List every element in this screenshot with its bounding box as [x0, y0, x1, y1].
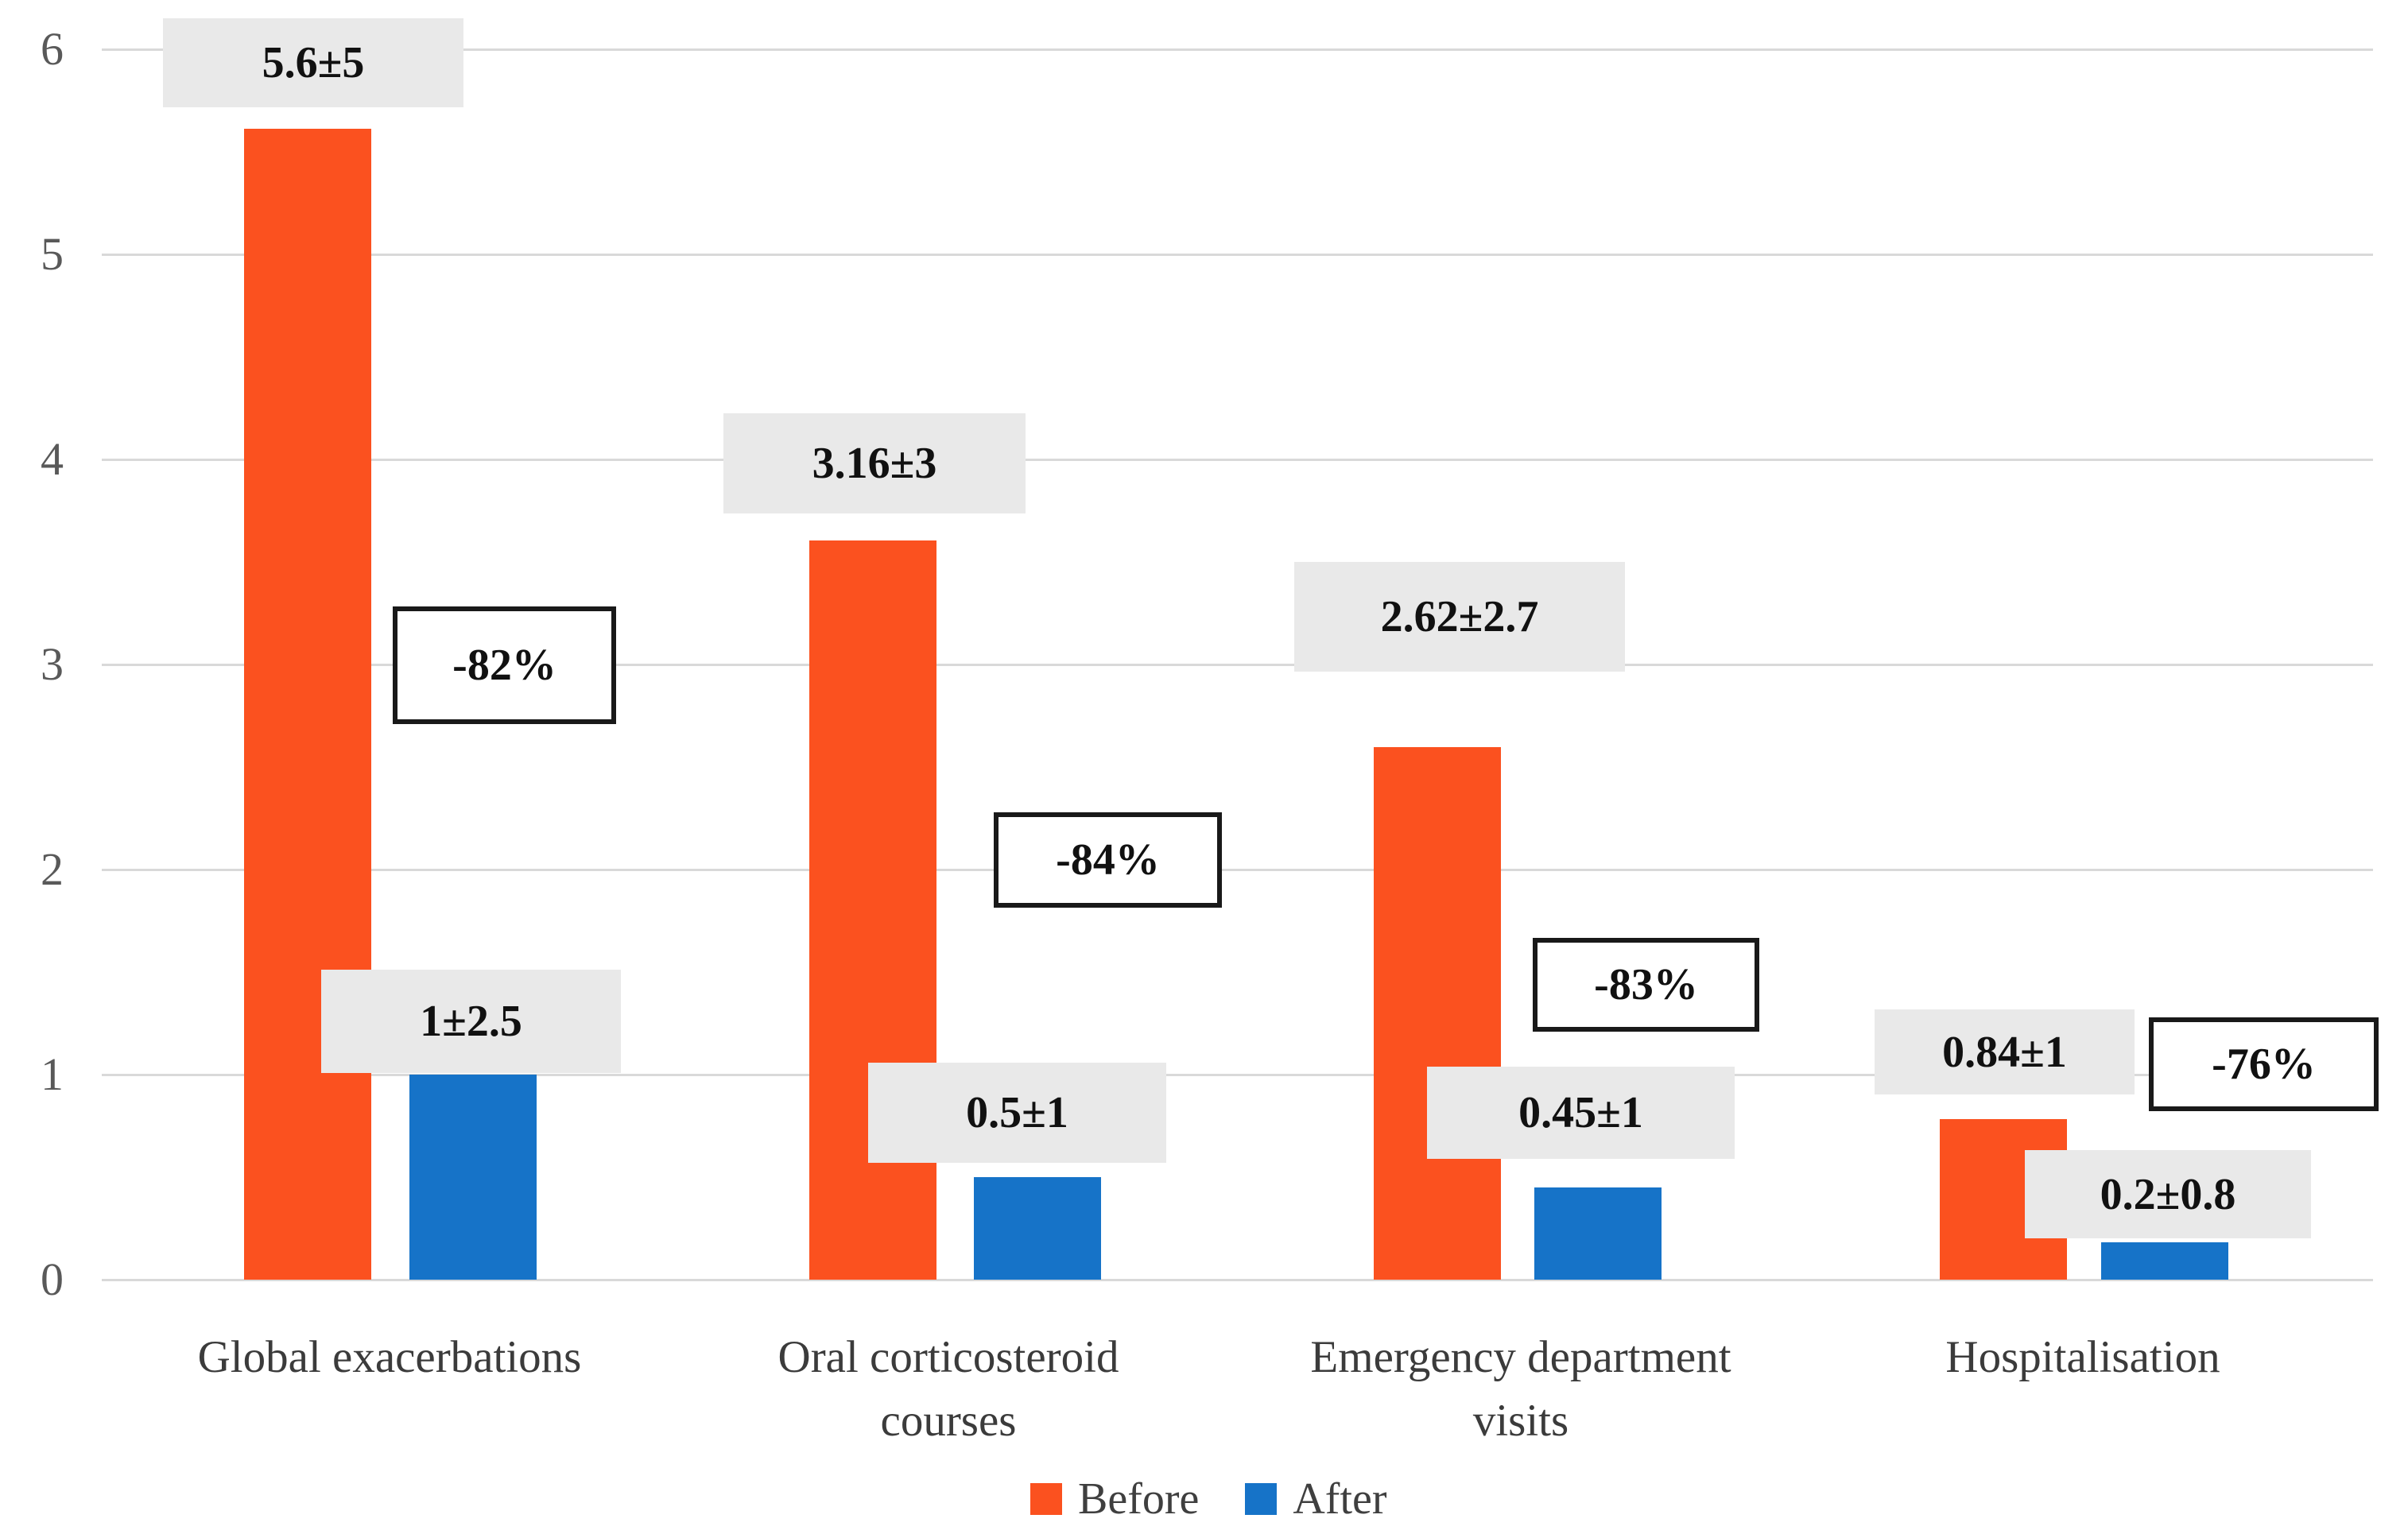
- value-label-after-2: 0.45±1: [1427, 1067, 1735, 1159]
- legend-label-after: After: [1293, 1474, 1387, 1524]
- legend-swatch-after-icon: [1245, 1483, 1278, 1515]
- y-tick-label-3: 3: [41, 638, 64, 690]
- percent-change-label-2: -83%: [1533, 938, 1759, 1032]
- y-tick-label-6: 6: [41, 23, 64, 75]
- value-label-before-1: 3.16±3: [723, 413, 1026, 513]
- gridline-0: [102, 1279, 2373, 1281]
- y-tick-label-5: 5: [41, 228, 64, 280]
- bar-after-emergency-department-visits: [1534, 1187, 1662, 1280]
- y-tick-label-0: 0: [41, 1253, 64, 1305]
- gridline-6: [102, 48, 2373, 51]
- value-label-before-3: 0.84±1: [1875, 1009, 2135, 1094]
- value-label-before-0: 5.6±5: [163, 18, 463, 107]
- y-tick-label-2: 2: [41, 843, 64, 895]
- value-label-after-0: 1±2.5: [321, 970, 621, 1073]
- percent-change-label-1: -84%: [994, 812, 1222, 908]
- category-label-hospitalisation: Hospitalisation: [1945, 1332, 2220, 1382]
- category-label-oral-corticosteroid-courses: Oral corticosteroid courses: [777, 1332, 1119, 1446]
- legend-item-after: After: [1245, 1474, 1387, 1524]
- legend-item-before: Before: [1030, 1474, 1199, 1524]
- gridline-5: [102, 254, 2373, 256]
- value-label-after-1: 0.5±1: [868, 1063, 1166, 1163]
- percent-change-label-0: -82%: [393, 606, 616, 724]
- bar-before-global-exacerbations: [244, 129, 371, 1280]
- bar-before-emergency-department-visits: [1374, 747, 1501, 1280]
- percent-change-label-3: -76%: [2149, 1017, 2379, 1111]
- value-label-after-3: 0.2±0.8: [2025, 1150, 2311, 1238]
- bar-after-global-exacerbations: [409, 1075, 537, 1280]
- bar-after-oral-corticosteroid-courses: [974, 1177, 1101, 1280]
- bar-before-oral-corticosteroid-courses: [809, 540, 936, 1280]
- value-label-before-2: 2.62±2.7: [1294, 562, 1625, 672]
- category-label-emergency-department-visits: Emergency department visits: [1310, 1332, 1731, 1446]
- y-tick-label-4: 4: [41, 433, 64, 485]
- gridline-2: [102, 869, 2373, 871]
- legend-label-before: Before: [1078, 1474, 1200, 1524]
- bar-after-hospitalisation: [2101, 1242, 2228, 1280]
- gridline-4: [102, 459, 2373, 461]
- gridline-1: [102, 1074, 2373, 1076]
- y-tick-label-1: 1: [41, 1048, 64, 1100]
- category-label-global-exacerbations: Global exacerbations: [197, 1332, 582, 1382]
- gridline-3: [102, 664, 2373, 666]
- legend: Before After: [1030, 1474, 1433, 1524]
- legend-swatch-before-icon: [1030, 1483, 1062, 1515]
